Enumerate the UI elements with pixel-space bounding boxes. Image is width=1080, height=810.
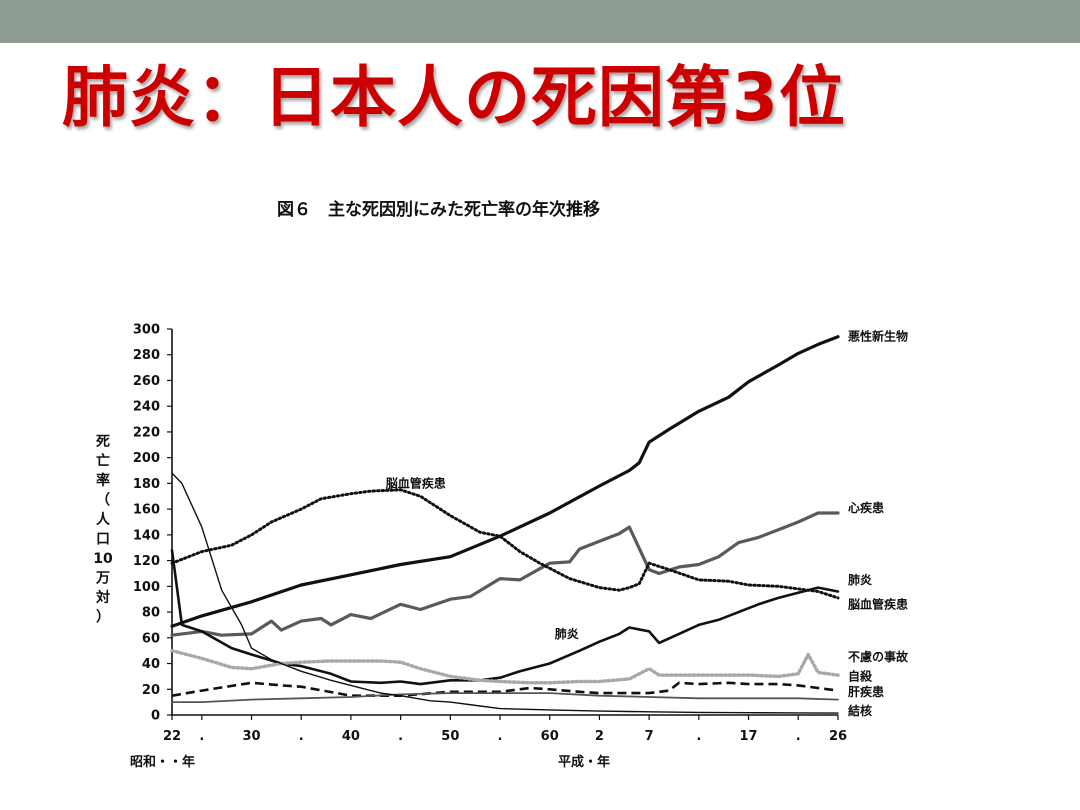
y-axis-label-char: 万 <box>95 571 110 587</box>
series-label: 心疾患 <box>848 500 884 515</box>
x-tick-label: . <box>299 729 304 744</box>
y-tick-label: 180 <box>133 477 160 492</box>
x-tick-label: . <box>199 729 204 744</box>
series-line <box>171 472 839 714</box>
series-label: 肺炎 <box>848 572 872 587</box>
y-axis-label-char: 率 <box>96 472 110 489</box>
series-line <box>170 488 840 600</box>
y-axis-label-char: （ <box>96 493 110 509</box>
series-label: 肝疾患 <box>848 684 884 699</box>
top-accent-bar <box>0 0 1080 43</box>
y-axis-label-char: 10 <box>93 551 113 567</box>
x-tick-label: . <box>796 729 801 744</box>
y-tick-label: 160 <box>133 503 160 518</box>
x-tick-label: 22 <box>163 729 181 744</box>
chart-axes: 0204060801001201401601802002202402602803… <box>93 323 847 745</box>
series-line <box>170 511 840 637</box>
y-tick-label: 120 <box>133 554 160 569</box>
y-axis-label-char: 死 <box>95 434 110 450</box>
series-line <box>171 692 839 703</box>
x-tick-label: 2 <box>595 729 604 744</box>
y-tick-label: 80 <box>142 606 160 621</box>
x-tick-label: 30 <box>242 729 260 744</box>
x-tick-label: . <box>498 729 503 744</box>
series-label: 不慮の事故 <box>848 649 909 664</box>
series-line <box>171 681 839 697</box>
y-tick-label: 300 <box>133 323 160 338</box>
x-tick-label: . <box>398 729 403 744</box>
chart-series <box>170 335 840 714</box>
series-label: 脳血管疾患 <box>848 596 908 611</box>
series-label: 自殺 <box>848 668 873 683</box>
y-tick-label: 60 <box>142 631 160 646</box>
y-tick-label: 260 <box>133 374 160 389</box>
y-tick-label: 100 <box>133 580 160 595</box>
y-tick-label: 0 <box>151 709 160 724</box>
y-tick-label: 20 <box>142 683 160 698</box>
x-tick-label: 40 <box>342 729 360 744</box>
y-axis-label-char: ） <box>96 610 110 626</box>
series-label: 脳血管疾患 <box>386 475 446 490</box>
x-tick-label: 17 <box>739 729 757 744</box>
y-axis-label-char: 人 <box>96 511 111 528</box>
series-label: 結核 <box>848 703 872 718</box>
y-tick-label: 140 <box>133 528 160 543</box>
series-line <box>170 648 840 685</box>
chart-title: 図６ 主な死因別にみた死亡率の年次推移 <box>277 199 600 220</box>
y-axis-label-char: 対 <box>95 589 110 606</box>
x-tick-label: 50 <box>441 729 459 744</box>
x-tick-label: 26 <box>829 729 847 744</box>
y-tick-label: 240 <box>133 400 160 415</box>
y-tick-label: 40 <box>142 657 160 672</box>
series-line <box>170 335 840 628</box>
x-era-label-heisei: 平成・年 <box>558 754 610 770</box>
y-tick-label: 220 <box>133 425 160 440</box>
x-tick-label: . <box>696 729 701 744</box>
series-label: 肺炎 <box>555 626 579 641</box>
y-axis-label: 死亡率 （ 人口 10 万対 ） <box>93 434 113 626</box>
x-tick-label: 60 <box>541 729 559 744</box>
y-axis-label-char: 亡 <box>96 453 110 470</box>
series-label: 悪性新生物 <box>848 329 908 344</box>
y-axis-label-char: 口 <box>96 532 110 548</box>
slide-title: 肺炎：日本人の死因第3位 <box>62 59 846 136</box>
x-tick-label: 7 <box>645 729 654 744</box>
y-tick-label: 200 <box>133 451 160 466</box>
y-tick-label: 280 <box>133 348 160 363</box>
x-era-label-showa: 昭和・・年 <box>130 754 195 770</box>
